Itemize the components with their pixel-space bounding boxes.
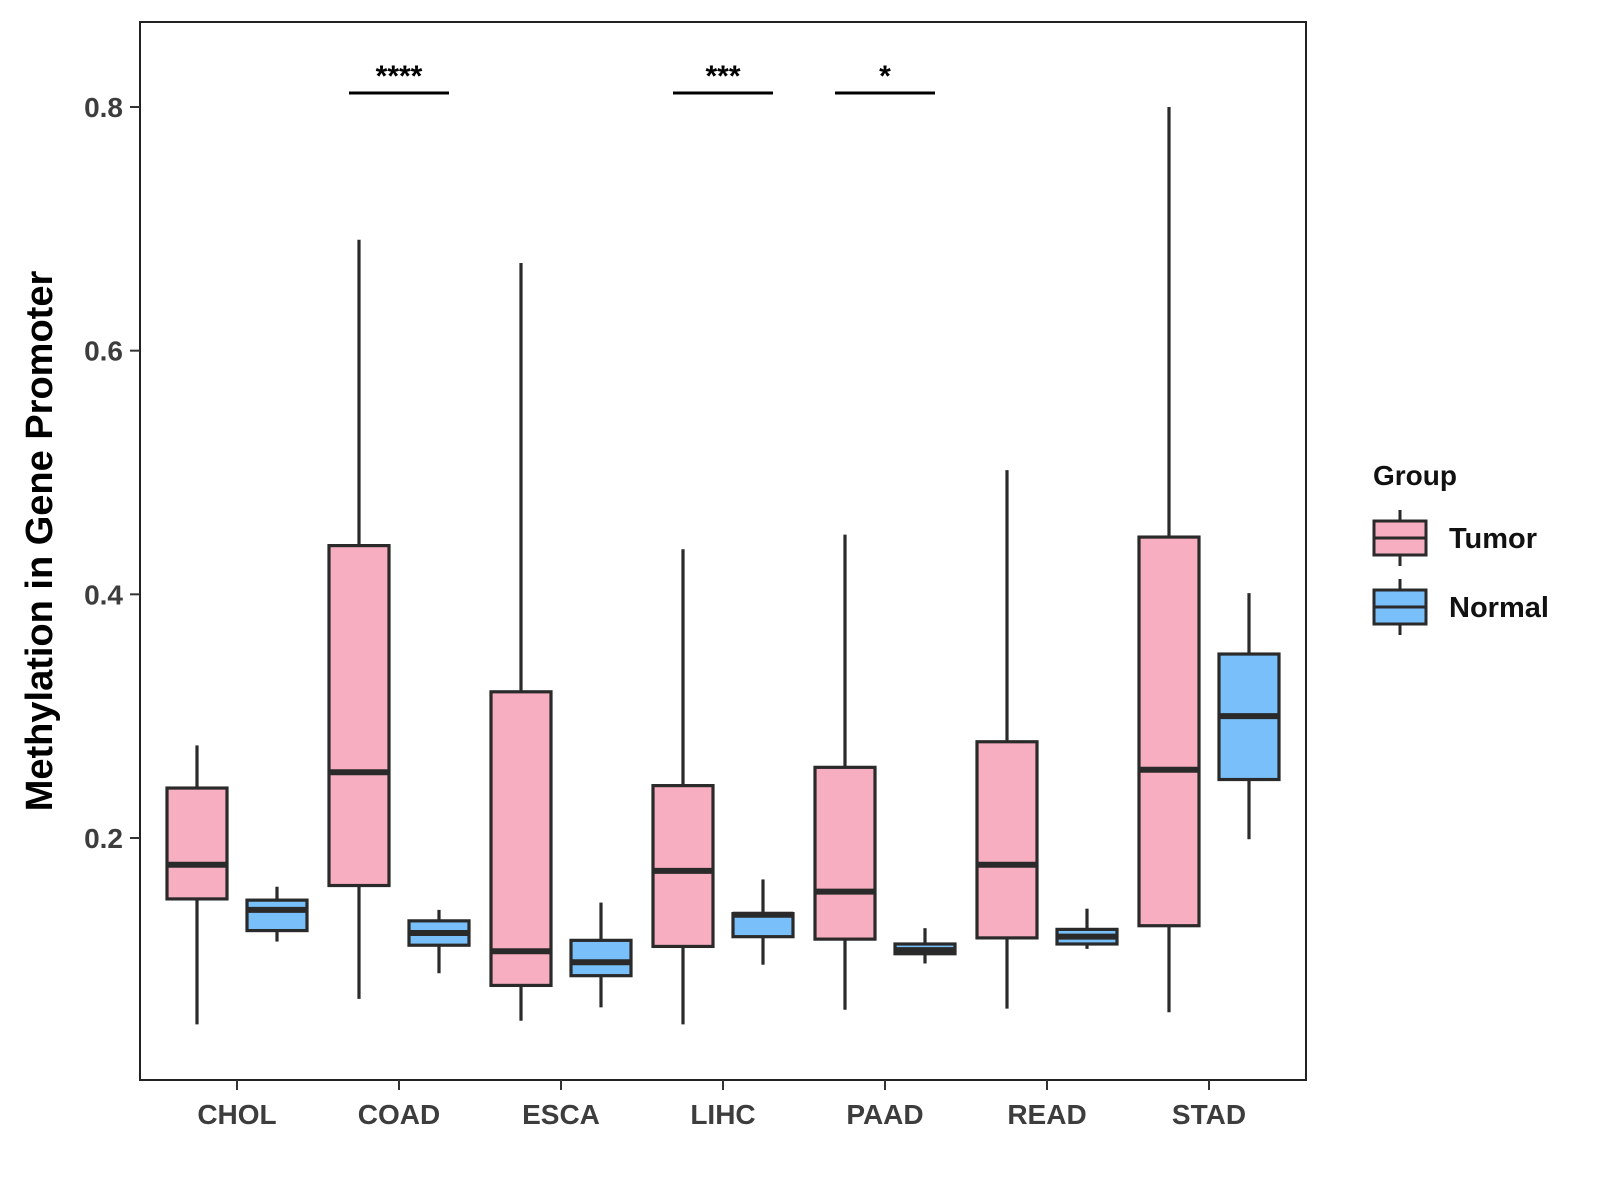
boxes-layer: [165, 107, 1281, 1025]
box-iqr: [1137, 535, 1201, 928]
box-read-tumor: [975, 470, 1039, 1009]
significance-label: ***: [705, 60, 740, 93]
x-axis: CHOL COAD ESCA LIHC PAAD READ STAD: [197, 1080, 1246, 1130]
significance-paad: *: [835, 60, 935, 95]
x-tick-label: PAAD: [846, 1099, 923, 1130]
y-axis-title: Methylation in Gene Promoter: [19, 271, 61, 812]
y-tick-label: 0.8: [84, 92, 123, 123]
box-iqr: [569, 938, 633, 978]
x-tick-label: STAD: [1172, 1099, 1246, 1130]
x-tick-label: READ: [1007, 1099, 1086, 1130]
y-tick-label: 0.4: [84, 579, 123, 610]
box-iqr: [245, 898, 309, 933]
plot-panel-border: [139, 21, 1307, 1081]
box-lihc-normal: [731, 879, 795, 965]
box-paad-normal: [893, 928, 957, 964]
significance-label: *: [879, 60, 891, 93]
y-tick-label: 0.2: [84, 823, 123, 854]
box-coad-tumor: [327, 239, 391, 999]
box-read-normal: [1055, 908, 1119, 949]
x-tick-label: ESCA: [522, 1099, 600, 1130]
x-tick-label: CHOL: [197, 1099, 276, 1130]
box-stad-tumor: [1137, 107, 1201, 1013]
box-iqr: [489, 690, 553, 988]
box-iqr: [165, 786, 229, 901]
legend-label: Normal: [1449, 592, 1549, 624]
box-iqr: [327, 543, 391, 888]
box-iqr: [975, 740, 1039, 940]
y-tick-label: 0.6: [84, 336, 123, 367]
box-paad-tumor: [813, 534, 877, 1010]
significance-lihc: ***: [673, 60, 773, 95]
legend-item-tumor: Tumor: [1372, 510, 1537, 566]
significance-coad: ****: [349, 60, 449, 95]
box-esca-normal: [569, 902, 633, 1008]
significance-annotations: **** *** *: [349, 60, 935, 95]
box-coad-normal: [407, 909, 471, 974]
x-tick-label: LIHC: [690, 1099, 755, 1130]
legend: Group Tumor Normal: [1372, 460, 1549, 635]
box-chol-tumor: [165, 745, 229, 1025]
box-esca-tumor: [489, 262, 553, 1021]
box-stad-normal: [1217, 593, 1281, 840]
legend-label: Tumor: [1449, 523, 1537, 555]
box-iqr: [813, 765, 877, 941]
significance-label: ****: [376, 60, 423, 93]
y-axis: 0.2 0.4 0.6 0.8: [84, 92, 140, 854]
legend-title: Group: [1373, 460, 1457, 491]
legend-keys: Tumor Normal: [1372, 510, 1549, 635]
box-lihc-tumor: [651, 549, 715, 1025]
legend-item-normal: Normal: [1372, 579, 1549, 635]
box-iqr: [651, 784, 715, 949]
x-tick-label: COAD: [358, 1099, 440, 1130]
box-chol-normal: [245, 886, 309, 942]
